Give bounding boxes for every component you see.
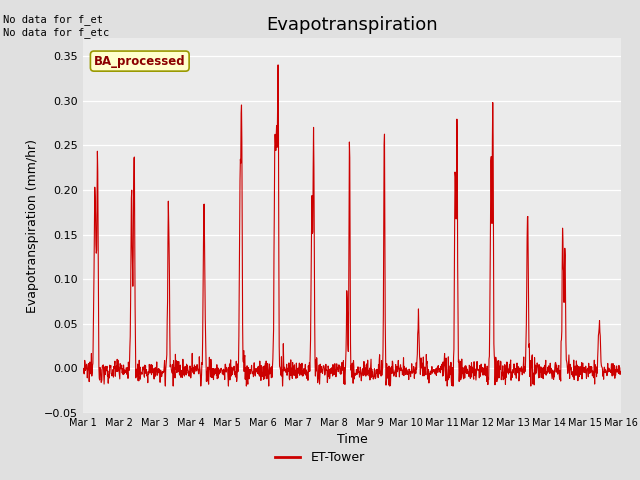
Text: No data for f_et
No data for f_etc: No data for f_et No data for f_etc <box>3 14 109 38</box>
Text: BA_processed: BA_processed <box>94 55 186 68</box>
Legend: ET-Tower: ET-Tower <box>270 446 370 469</box>
Title: Evapotranspiration: Evapotranspiration <box>266 16 438 34</box>
Y-axis label: Evapotranspiration (mm/hr): Evapotranspiration (mm/hr) <box>26 139 39 312</box>
X-axis label: Time: Time <box>337 433 367 446</box>
